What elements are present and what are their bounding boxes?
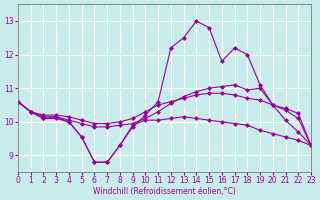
X-axis label: Windchill (Refroidissement éolien,°C): Windchill (Refroidissement éolien,°C) [93,187,236,196]
